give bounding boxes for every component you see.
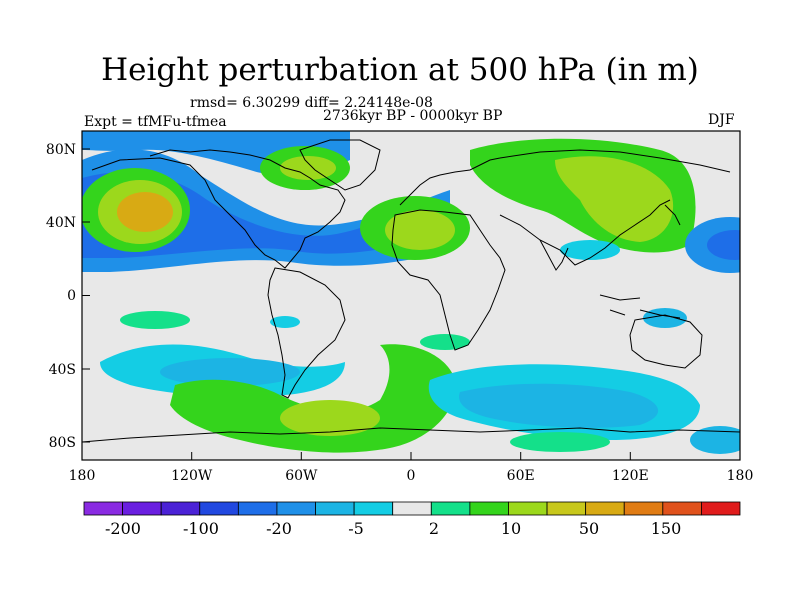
colorbar-swatch	[392, 501, 432, 516]
colorbar-swatch	[508, 501, 548, 516]
contour-pos-antarctic	[510, 432, 610, 452]
colorbar-label: 50	[579, 519, 599, 538]
colorbar-swatch	[315, 501, 355, 516]
colorbar-swatch	[546, 501, 587, 516]
colorbar-label: -5	[348, 519, 364, 538]
colorbar-swatch	[701, 501, 741, 516]
contour-pos-epac	[120, 311, 190, 329]
contour-neg-asia-south	[560, 240, 620, 260]
contour-neg-npacific-core	[707, 230, 740, 260]
colorbar-swatch	[83, 501, 123, 516]
coast-japan	[664, 204, 681, 226]
x-tick-label: 180	[727, 468, 754, 484]
x-tick-label: 120W	[171, 468, 213, 484]
y-axis-ticks	[82, 148, 90, 443]
y-tick-label: 80S	[49, 435, 76, 451]
colorbar-label: -200	[105, 519, 141, 538]
x-axis-ticks	[81, 452, 741, 460]
map-title: Height perturbation at 500 hPa (in m)	[101, 52, 699, 88]
experiment-label: Expt = tfMFu-tfmea	[84, 114, 227, 130]
contour-fields	[82, 131, 740, 454]
coast-india	[539, 239, 569, 271]
contour-pos-pacific-core	[117, 192, 173, 232]
contour-pos-greenland-core	[280, 156, 336, 180]
season-label: DJF	[708, 112, 735, 128]
colorbar-labels: -200 -100 -20 -5 2 10 50 150	[105, 519, 681, 538]
coastlines	[82, 139, 740, 443]
colorbar-swatch	[122, 501, 162, 516]
colorbar-label: 150	[651, 519, 682, 538]
colorbar-swatch	[623, 501, 664, 516]
contour-neg-sh-east-core	[459, 383, 659, 428]
x-tick-label: 60W	[285, 468, 318, 484]
x-tick-label: 0	[407, 468, 416, 484]
colorbar-swatch	[160, 501, 201, 516]
coast-greenland	[299, 139, 381, 191]
x-tick-label: 120E	[612, 468, 649, 484]
coast-north-america	[91, 149, 346, 269]
colorbar-swatch	[199, 501, 239, 516]
x-tick-label: 180	[69, 468, 96, 484]
colorbar-swatch	[276, 501, 316, 516]
coast-australia	[629, 314, 703, 369]
colorbar-swatch	[430, 501, 471, 516]
coast-south-america	[267, 267, 346, 399]
y-tick-label: 40S	[49, 362, 76, 378]
colorbar-swatch	[237, 501, 278, 516]
stats-line: rmsd= 6.30299 diff= 2.24148e-08	[190, 95, 433, 111]
coast-africa	[391, 209, 506, 351]
x-tick-label: 60E	[507, 468, 535, 484]
colorbar-label: 10	[501, 519, 521, 538]
contour-pos-south-atlantic-core	[280, 400, 380, 436]
colorbar-label: 2	[429, 519, 439, 538]
coast-europe	[399, 157, 501, 206]
contour-neg-sh-west-core	[160, 358, 300, 386]
colorbar-label: -100	[183, 519, 219, 538]
contour-neg-se	[690, 426, 740, 454]
colorbar-swatch	[662, 501, 702, 516]
contour-neg-sa	[270, 316, 300, 328]
contour-pos-atlantic-eq	[420, 334, 470, 350]
y-tick-label: 40N	[46, 215, 76, 231]
coast-asia	[499, 149, 731, 266]
time-period: 2736kyr BP - 0000kyr BP	[323, 108, 503, 124]
colorbar-swatch	[353, 501, 394, 516]
colorbar-label: -20	[266, 519, 292, 538]
colorbar-swatch	[585, 501, 625, 516]
coast-antarctica	[82, 427, 740, 443]
colorbar	[83, 501, 741, 516]
contour-pos-asia-core	[555, 156, 674, 242]
y-tick-label: 80N	[46, 142, 76, 158]
contour-pos-south-atlantic	[170, 344, 456, 453]
contour-pos-europe-core	[385, 210, 455, 250]
y-tick-label: 0	[67, 288, 76, 304]
colorbar-swatch	[469, 501, 509, 516]
